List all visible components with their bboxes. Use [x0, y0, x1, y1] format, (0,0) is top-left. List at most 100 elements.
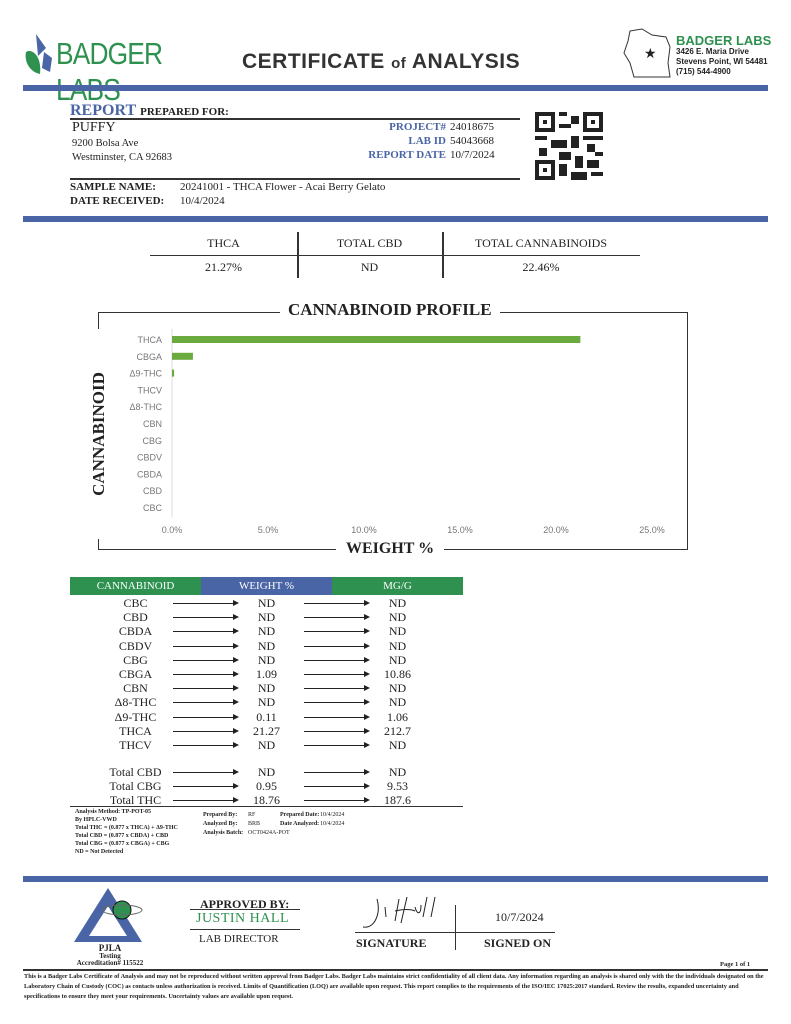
weight-value: 0.11 [256, 709, 277, 724]
arrow-icon [304, 727, 370, 734]
weight-value: ND [257, 695, 276, 710]
signature-label: SIGNATURE [356, 936, 427, 950]
cannabinoid-name: Total CBG [109, 779, 162, 794]
y-tick-label: CBC [143, 503, 163, 513]
disclaimer: This is a Badger Labs Certificate of Ana… [24, 973, 764, 1000]
arrow-icon [304, 797, 370, 804]
cannabinoid-name: Δ9-THC [114, 709, 157, 724]
y-tick-label: CBG [142, 436, 162, 446]
table-row: CBDA ND ND [70, 624, 463, 638]
date-received: 10/4/2024 [180, 195, 225, 207]
leaf-logo-icon [25, 34, 52, 74]
arrow-icon [173, 742, 239, 748]
table-header-cannabinoid: CANNABINOID [70, 577, 201, 595]
y-tick-label: Δ8-THC [129, 402, 162, 412]
mgg-value: 1.06 [387, 709, 408, 724]
table-row: CBN ND ND [70, 681, 463, 695]
arrow-icon [304, 685, 370, 692]
y-tick-label: THCV [138, 385, 163, 395]
arrow-icon [173, 600, 239, 606]
cannabinoid-name: Δ8-THC [114, 695, 157, 710]
table-row: CBC ND ND [70, 596, 463, 610]
arrow-icon [173, 614, 239, 621]
y-tick-label: CBGA [136, 352, 162, 362]
mgg-value: 187.6 [384, 793, 411, 808]
arrow-icon [304, 769, 370, 775]
pjla-logo [74, 888, 143, 942]
signed-on-label: SIGNED ON [484, 936, 552, 950]
mgg-value: 10.86 [384, 667, 411, 681]
x-tick-label: 15.0% [447, 525, 473, 535]
table-row: CBDV ND ND [70, 639, 463, 653]
weight-value: ND [257, 681, 276, 696]
approver-role: LAB DIRECTOR [199, 933, 279, 945]
divider [70, 806, 463, 807]
page-title: CERTIFICATE of ANALYSIS [242, 50, 521, 73]
summary-header: THCA [207, 236, 240, 250]
weight-value: ND [257, 738, 276, 752]
x-tick-label: 10.0% [351, 525, 377, 535]
x-tick-label: 20.0% [543, 525, 569, 535]
bar [172, 352, 193, 360]
mgg-value: ND [388, 624, 407, 639]
mgg-value: ND [388, 765, 407, 779]
cannabinoid-name: Total THC [109, 793, 162, 808]
table-row: Total CBG 0.95 9.53 [70, 779, 463, 793]
cannabinoid-name: CBN [123, 681, 148, 696]
logo-text: BADGER LABS [56, 36, 163, 107]
divider [70, 178, 520, 180]
summary-value: 21.27% [205, 260, 242, 274]
arrow-icon [304, 713, 370, 720]
arrow-icon [173, 656, 239, 663]
arrow-icon [304, 671, 370, 677]
arrow-icon [173, 685, 239, 692]
table-row: CBD ND ND [70, 610, 463, 624]
table-row: CBGA 1.09 10.86 [70, 667, 463, 681]
table-row: Total THC 18.76 187.6 [70, 793, 463, 807]
approver-name: JUSTIN HALL [196, 911, 289, 926]
x-tick-label: 0.0% [162, 525, 183, 535]
approved-by-label: APPROVED BY: [200, 897, 290, 911]
section-divider [23, 216, 768, 222]
cannabinoid-name: CBDA [118, 624, 153, 639]
logo: BADGER LABS [24, 34, 204, 107]
report-ids: PROJECT# 24018675 LAB ID 54043668 REPORT D… [368, 121, 495, 161]
arrow-icon [304, 699, 370, 706]
report-heading: REPORT PREPARED FOR: [70, 102, 229, 119]
x-tick-label: 25.0% [639, 525, 665, 535]
cannabinoid-name: CBD [123, 610, 148, 625]
table-row: THCA 21.27 212.7 [70, 724, 463, 738]
wisconsin-map-icon: ★ [623, 28, 671, 78]
bar [172, 369, 175, 377]
weight-value: ND [257, 638, 276, 653]
y-tick-label: CBDV [137, 453, 162, 463]
table-row: Δ8-THC ND ND [70, 695, 463, 709]
client-name: PUFFY [72, 120, 116, 135]
arrow-icon [173, 699, 239, 706]
page-number: Page 1 of 1 [720, 961, 751, 968]
mgg-value: ND [388, 652, 407, 667]
cannabinoid-name: Total CBD [109, 765, 162, 779]
weight-value: 1.09 [256, 667, 277, 681]
chart-xlabel: WEIGHT % [336, 540, 445, 558]
cannabinoid-name: CBG [123, 652, 148, 667]
bar [172, 336, 581, 343]
y-tick-label: CBDA [137, 469, 162, 479]
table-header-mgg: MG/G [332, 577, 463, 595]
divider [70, 118, 520, 120]
mgg-value: ND [388, 596, 407, 610]
mgg-value: ND [388, 610, 407, 625]
cannabinoid-name: THCA [119, 723, 152, 738]
analysis-details: Prepared By: RF Prepared Date:10/4/2024 An… [203, 812, 345, 836]
arrow-icon [304, 656, 370, 663]
y-tick-label: THCA [138, 335, 163, 345]
weight-value: 0.95 [256, 779, 277, 794]
y-tick-label: CBN [143, 419, 162, 429]
table-row: Δ9-THC 0.11 1.06 [70, 710, 463, 724]
table-row: CBG ND ND [70, 653, 463, 667]
qr-code[interactable] [535, 112, 603, 180]
client-city: Westminster, CA 92683 [72, 152, 172, 163]
arrow-icon [173, 769, 239, 775]
chart-title: CANNABINOID PROFILE [280, 300, 500, 320]
weight-value: ND [257, 765, 276, 779]
